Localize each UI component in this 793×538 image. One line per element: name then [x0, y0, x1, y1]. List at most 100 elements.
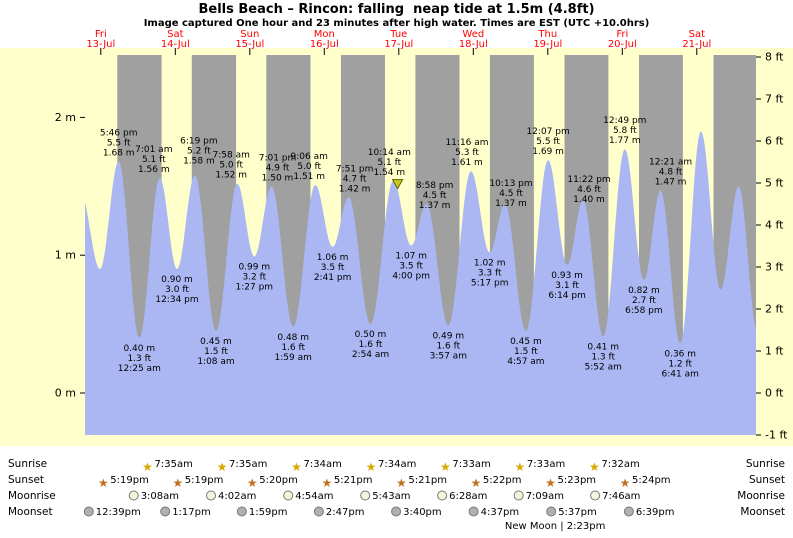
astro-row-label-right-sunset: Sunset: [749, 474, 785, 486]
tide-event-label: 10:13 pm: [489, 179, 532, 189]
tide-event-label: 5.0 ft: [297, 162, 321, 172]
tide-event-label: 1.5 ft: [514, 347, 538, 357]
chart-subtitle: Image captured One hour and 23 minutes a…: [143, 18, 650, 29]
tide-event-label: 5.5 ft: [107, 139, 131, 149]
tide-event-label: 1.2 ft: [668, 359, 692, 369]
tide-event-label: 1.68 m: [103, 149, 135, 159]
tide-event-label: 0.36 m: [664, 349, 696, 359]
astro-event-time: 7:34am: [304, 459, 342, 470]
tide-event-label: 1:27 pm: [236, 283, 274, 293]
y-axis-right-label: 5 ft: [765, 177, 784, 190]
tide-event-label: 12:07 pm: [526, 127, 569, 137]
tide-event-label: 4.5 ft: [423, 191, 447, 201]
tide-event-label: 4:57 am: [507, 357, 544, 367]
tide-event-label: 1.6 ft: [281, 343, 305, 353]
y-axis-right-label: -1 ft: [765, 429, 788, 442]
day-label-date: 15-Jul: [235, 39, 264, 50]
tide-event-label: 1.6 ft: [359, 340, 383, 350]
tide-event-label: 1.37 m: [419, 201, 451, 211]
tide-event-label: 3.5 ft: [399, 262, 423, 272]
day-label-dow: Mon: [314, 29, 335, 40]
day-label-date: 14-Jul: [161, 39, 190, 50]
tide-event-label: 1.02 m: [474, 259, 506, 269]
tide-event-label: 1.77 m: [609, 136, 641, 146]
astro-event-time: 12:39pm: [96, 507, 141, 518]
astro-event-time: 4:37pm: [481, 507, 520, 518]
circle-dark-icon: [313, 506, 324, 517]
day-label-date: 16-Jul: [310, 39, 339, 50]
y-axis-right-label: 7 ft: [765, 93, 784, 106]
tide-event-label: 12:25 am: [118, 364, 161, 374]
star-sunrise-icon: ★: [515, 460, 526, 474]
day-label-date: 19-Jul: [533, 39, 562, 50]
astro-event-time: 5:43am: [372, 491, 410, 502]
day-label-date: 20-Jul: [608, 39, 637, 50]
moon-phase-label: New Moon | 2:23pm: [505, 521, 605, 532]
day-label-dow: Sat: [167, 29, 183, 40]
star-sunrise-icon: ★: [589, 460, 600, 474]
circle-light-icon: [360, 490, 371, 501]
tide-event-label: 1.07 m: [395, 252, 427, 262]
tide-event-label: 12:21 am: [649, 157, 692, 167]
tide-event-label: 9:06 am: [291, 152, 328, 162]
tide-event-label: 0.40 m: [123, 344, 155, 354]
tide-event-label: 0.45 m: [510, 337, 542, 347]
tide-event-label: 0.82 m: [628, 286, 660, 296]
astro-event-time: 5:21pm: [334, 475, 373, 486]
day-label-date: 21-Jul: [682, 39, 711, 50]
star-sunrise-icon: ★: [366, 460, 377, 474]
star-sunset-icon: ★: [396, 476, 407, 490]
astro-event-time: 5:20pm: [259, 475, 298, 486]
day-label-dow: Sat: [689, 29, 705, 40]
star-sunrise-icon: ★: [217, 460, 228, 474]
day-label-date: 13-Jul: [86, 39, 115, 50]
tide-event-label: 5.0 ft: [219, 161, 243, 171]
star-sunset-icon: ★: [247, 476, 258, 490]
y-axis-right-label: 0 ft: [765, 387, 784, 400]
day-label-dow: Tue: [389, 29, 407, 40]
tide-event-label: 10:14 am: [368, 148, 411, 158]
day-label-date: 17-Jul: [384, 39, 413, 50]
tide-event-label: 7:51 pm: [336, 164, 374, 174]
tide-event-label: 2:41 pm: [314, 273, 352, 283]
astro-event-time: 3:08am: [141, 491, 179, 502]
astro-event-time: 1:17pm: [172, 507, 211, 518]
tide-event-label: 3.5 ft: [321, 263, 345, 273]
astro-event-time: 7:09am: [526, 491, 564, 502]
tide-event-label: 7:01 am: [135, 145, 172, 155]
star-sunset-icon: ★: [545, 476, 556, 490]
tide-event-label: 6:19 pm: [180, 136, 218, 146]
astro-event-time: 5:37pm: [558, 507, 597, 518]
tide-event-label: 1.52 m: [215, 171, 247, 181]
tide-event-label: 1.5 ft: [204, 347, 228, 357]
circle-light-icon: [128, 490, 139, 501]
astro-row-label-left-moonrise: Moonrise: [8, 490, 56, 502]
tide-event-label: 12:49 pm: [603, 116, 646, 126]
tide-event-label: 7:58 am: [213, 151, 250, 161]
star-sunrise-icon: ★: [142, 460, 153, 474]
y-axis-right-label: 4 ft: [765, 219, 784, 232]
astro-row-label-right-moonrise: Moonrise: [737, 490, 785, 502]
y-axis-right-label: 3 ft: [765, 261, 784, 274]
tide-event-label: 3.0 ft: [165, 285, 189, 295]
tide-event-label: 1.50 m: [262, 173, 294, 183]
day-label-dow: Thu: [537, 29, 557, 40]
tide-event-label: 1.47 m: [655, 177, 687, 187]
astro-event-time: 7:46am: [602, 491, 640, 502]
tide-event-label: 1.58 m: [183, 156, 215, 166]
astro-event-time: 7:33am: [527, 459, 565, 470]
tide-event-label: 3.1 ft: [555, 281, 579, 291]
day-label-dow: Sun: [240, 29, 259, 40]
plot-area: [85, 55, 756, 435]
astro-event-time: 4:02am: [218, 491, 256, 502]
tide-curve-area: [85, 131, 756, 435]
tide-event-label: 6:41 am: [662, 369, 699, 379]
y-axis-right-label: 1 ft: [765, 345, 784, 358]
tide-event-label: 0.41 m: [587, 343, 619, 353]
tide-event-label: 4:00 pm: [392, 272, 430, 282]
circle-dark-icon: [468, 506, 479, 517]
tide-event-label: 3:57 am: [430, 352, 467, 362]
tide-event-label: 1:59 am: [275, 353, 312, 363]
astro-event-time: 5:23pm: [558, 475, 597, 486]
